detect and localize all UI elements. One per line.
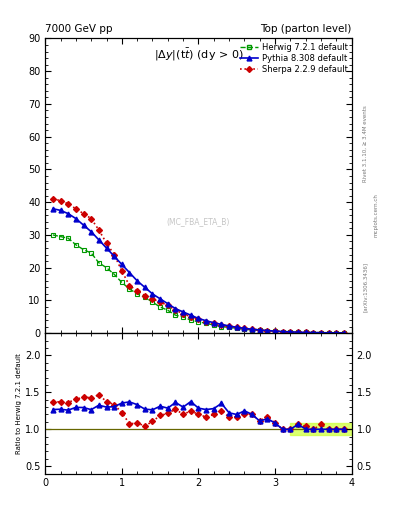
Legend: Herwig 7.2.1 default, Pythia 8.308 default, Sherpa 2.2.9 default: Herwig 7.2.1 default, Pythia 8.308 defau… (239, 41, 349, 75)
Text: Rivet 3.1.10, ≥ 3.4M events: Rivet 3.1.10, ≥ 3.4M events (363, 105, 368, 182)
Text: mcplots.cern.ch: mcplots.cern.ch (374, 193, 379, 237)
Text: [arXiv:1306.3436]: [arXiv:1306.3436] (363, 262, 368, 312)
Text: Top (parton level): Top (parton level) (260, 24, 352, 34)
Text: $|\Delta y|$(t$\bar{t}$) (dy > 0): $|\Delta y|$(t$\bar{t}$) (dy > 0) (154, 47, 243, 63)
Text: (MC_FBA_ETA_B): (MC_FBA_ETA_B) (167, 217, 230, 226)
Y-axis label: Ratio to Herwig 7.2.1 default: Ratio to Herwig 7.2.1 default (16, 353, 22, 454)
Text: 7000 GeV pp: 7000 GeV pp (45, 24, 113, 34)
